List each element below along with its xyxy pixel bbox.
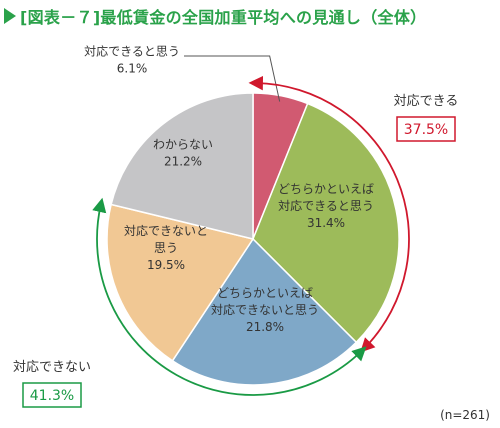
slice-value-2: 21.8% (246, 320, 284, 334)
group-box-respond (396, 116, 456, 142)
slice-value-3: 19.5% (147, 258, 185, 272)
group-label-respond: 対応できる (394, 94, 459, 109)
chart-title-row: [図表－７]最低賃金の全国加重平均への見通し（全体） (4, 4, 426, 28)
chart-title: [図表－７]最低賃金の全国加重平均への見通し（全体） (20, 8, 427, 27)
group-box-not-respond (22, 382, 82, 408)
respond-bracket-arc (248, 75, 410, 353)
title-triangle-icon (4, 8, 16, 24)
slice-value-4: 21.2% (164, 155, 202, 169)
slice-label-0-0: 対応できると思う (84, 45, 180, 59)
group-label-not-respond: 対応できない (13, 360, 91, 375)
not-respond-bracket-arc (92, 197, 367, 396)
slice-label-1-0: どちらかといえば (278, 182, 374, 196)
slice-label-3-0: 対応できないと (124, 224, 208, 238)
group-value-not-respond: 41.3% (30, 388, 74, 404)
slice-label-3-1: 思う (154, 241, 178, 255)
slice-label-2-0: どちらかといえば (217, 286, 313, 300)
group-value-respond: 37.5% (404, 122, 448, 138)
slice-label-4-0: わからない (153, 138, 213, 152)
sample-size-note: (n=261) (440, 408, 490, 422)
slice-value-0: 6.1% (117, 62, 148, 76)
slice-value-1: 31.4% (307, 216, 345, 230)
slice-label-1-1: 対応できると思う (278, 199, 374, 213)
slice-label-2-1: 対応できないと思う (211, 303, 319, 317)
